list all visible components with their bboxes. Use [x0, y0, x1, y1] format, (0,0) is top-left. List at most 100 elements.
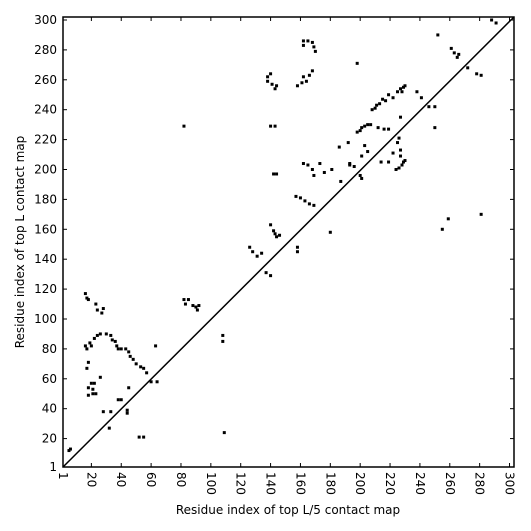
- point: [399, 87, 403, 91]
- point: [295, 84, 299, 88]
- point: [397, 166, 401, 170]
- x-tick-label: 160: [293, 472, 307, 495]
- point: [266, 79, 270, 83]
- point: [125, 408, 129, 412]
- point: [397, 136, 401, 140]
- point: [301, 162, 305, 166]
- point: [403, 84, 407, 88]
- point: [379, 160, 383, 164]
- point: [275, 84, 279, 88]
- point: [294, 194, 298, 198]
- point: [322, 170, 326, 174]
- point: [191, 304, 195, 308]
- x-tick-label: 200: [353, 472, 367, 495]
- point: [391, 151, 395, 155]
- point: [155, 380, 159, 384]
- point: [91, 387, 95, 391]
- point: [479, 212, 483, 216]
- point: [399, 148, 403, 152]
- point: [355, 61, 359, 65]
- point: [310, 69, 314, 73]
- point: [303, 199, 307, 203]
- point: [182, 298, 186, 302]
- point: [396, 141, 400, 145]
- point: [457, 52, 461, 56]
- point: [275, 172, 279, 176]
- x-tick-label: 260: [443, 472, 457, 495]
- point: [399, 115, 403, 119]
- point: [154, 344, 158, 348]
- point: [400, 90, 404, 94]
- point: [301, 43, 305, 47]
- y-tick-label: 180: [34, 192, 57, 206]
- y-tick-label: 280: [34, 43, 57, 57]
- x-tick-label: 40: [114, 472, 128, 487]
- point: [295, 250, 299, 254]
- y-tick-label: 220: [34, 133, 57, 147]
- point: [278, 233, 282, 237]
- point: [195, 308, 199, 312]
- point: [272, 229, 276, 233]
- point: [251, 250, 255, 254]
- point: [92, 336, 96, 340]
- point: [304, 79, 308, 83]
- point: [116, 398, 120, 402]
- point: [475, 72, 479, 76]
- x-tick-label: 100: [204, 472, 218, 495]
- point: [399, 154, 403, 158]
- point: [387, 93, 391, 97]
- point: [125, 411, 129, 415]
- x-tick-label: 300: [503, 472, 517, 495]
- point: [352, 165, 356, 169]
- point: [452, 51, 456, 55]
- point: [446, 217, 450, 221]
- point: [366, 123, 370, 127]
- point: [98, 375, 102, 379]
- x-tick-label: 20: [84, 472, 98, 487]
- point: [312, 45, 316, 49]
- point: [255, 254, 259, 258]
- point: [86, 386, 90, 390]
- y-tick-label: 260: [34, 73, 57, 87]
- point: [479, 73, 483, 77]
- point: [101, 410, 105, 414]
- point: [355, 130, 359, 134]
- point: [109, 410, 113, 414]
- point: [360, 126, 364, 130]
- y-tick-label: 100: [34, 312, 57, 326]
- point: [440, 227, 444, 231]
- x-tick-label: 140: [264, 472, 278, 495]
- point: [100, 311, 104, 315]
- y-tick-label: 300: [34, 13, 57, 27]
- point: [310, 40, 314, 44]
- point: [346, 141, 350, 145]
- x-tick-label: 280: [473, 472, 487, 495]
- point: [110, 338, 114, 342]
- x-tick-label: 220: [383, 472, 397, 495]
- point: [295, 245, 299, 249]
- x-axis-label: Residue index of top L/5 contact map: [176, 503, 400, 517]
- point: [124, 347, 128, 351]
- point: [273, 124, 277, 128]
- point: [134, 362, 138, 366]
- y-tick-label: 160: [34, 222, 57, 236]
- x-tick-label: 1: [56, 472, 70, 480]
- point: [337, 145, 341, 149]
- point: [137, 435, 141, 439]
- point: [270, 82, 274, 86]
- point: [378, 102, 382, 106]
- x-tick-label: 240: [413, 472, 427, 495]
- point: [387, 127, 391, 131]
- point: [85, 347, 89, 351]
- point: [494, 21, 498, 25]
- point: [306, 39, 310, 43]
- y-tick-label: 120: [34, 282, 57, 296]
- point: [264, 271, 268, 275]
- point: [427, 105, 431, 109]
- point: [360, 176, 364, 180]
- point: [330, 167, 334, 171]
- point: [339, 179, 343, 183]
- point: [301, 39, 305, 43]
- point: [436, 33, 440, 37]
- point: [116, 347, 120, 351]
